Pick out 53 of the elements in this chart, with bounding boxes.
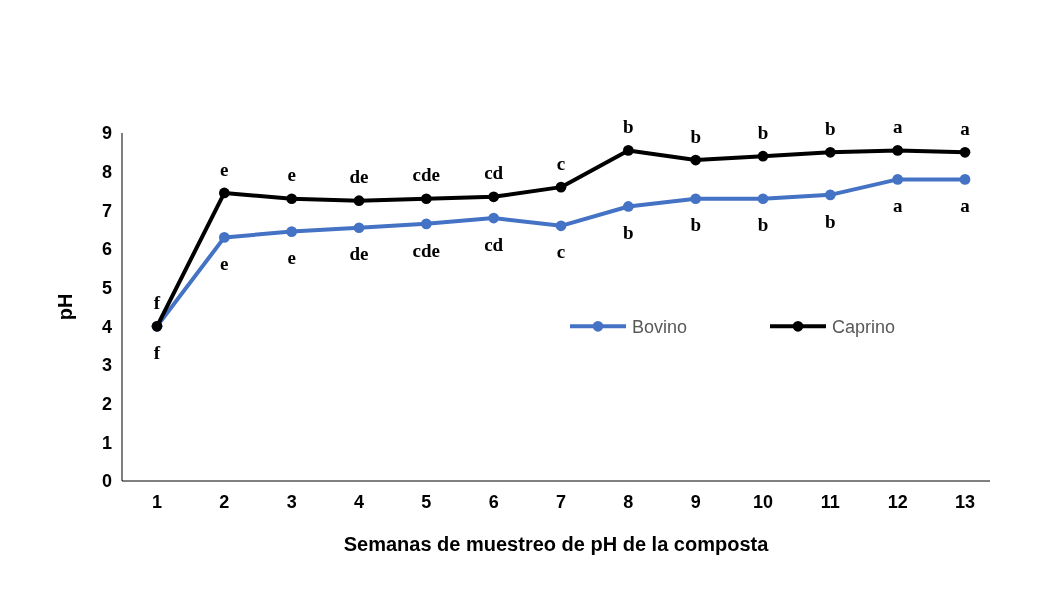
annotation: c: [556, 152, 566, 174]
annotation: a: [960, 195, 971, 217]
annotation: b: [825, 117, 836, 139]
annotation: e: [287, 247, 296, 269]
annotation: cde: [412, 164, 441, 186]
y-tick-label: 9: [101, 123, 112, 144]
legend-label: Bovino: [632, 316, 688, 337]
y-tick-label: 4: [101, 316, 112, 337]
annotation: de: [349, 166, 369, 188]
x-tick-label: 13: [954, 492, 976, 512]
y-tick-label: 6: [101, 239, 112, 260]
annotation: e: [220, 158, 229, 180]
annotation: a: [892, 116, 903, 138]
annotation: b: [757, 121, 769, 143]
x-tick-label: 4: [353, 492, 365, 512]
y-axis-title: pH: [54, 293, 76, 321]
x-tick-label: 9: [690, 492, 701, 512]
y-tick-label: 5: [101, 277, 112, 298]
annotation: cde: [412, 239, 441, 261]
y-tick-label: 0: [101, 471, 112, 492]
y-tick-label: 7: [101, 200, 112, 221]
x-axis-title: Semanas de muestreo de pH de la composta: [343, 533, 770, 555]
y-tick-label: 2: [101, 393, 112, 414]
y-tick-label: 1: [101, 432, 112, 453]
x-tick-label: 10: [752, 492, 774, 512]
x-tick-label: 2: [219, 492, 230, 512]
annotation: de: [349, 243, 369, 265]
legend-label: Caprino: [832, 316, 896, 337]
annotation: b: [690, 125, 701, 147]
annotation: b: [757, 214, 769, 236]
annotation: f: [153, 341, 161, 363]
annotation: c: [556, 241, 566, 263]
annotation: b: [623, 116, 634, 138]
y-tick-label: 3: [101, 355, 112, 376]
x-tick-label: 8: [623, 492, 634, 512]
x-tick-label: 6: [488, 492, 499, 512]
x-tick-label: 7: [555, 492, 567, 512]
annotation: b: [623, 222, 634, 244]
y-tick-label: 8: [101, 161, 112, 182]
x-tick-label: 11: [820, 492, 840, 512]
annotation: cd: [484, 162, 504, 184]
annotation: e: [220, 253, 229, 275]
x-tick-label: 12: [887, 492, 908, 512]
annotation: f: [153, 291, 161, 313]
x-tick-label: 5: [421, 492, 432, 512]
annotation: b: [690, 214, 701, 236]
annotation: b: [825, 210, 836, 232]
annotation: e: [287, 164, 296, 186]
annotation: a: [960, 117, 971, 139]
annotation: a: [892, 195, 903, 217]
x-tick-label: 3: [286, 492, 297, 512]
annotation: cd: [484, 233, 504, 255]
x-tick-label: 1: [151, 492, 163, 512]
